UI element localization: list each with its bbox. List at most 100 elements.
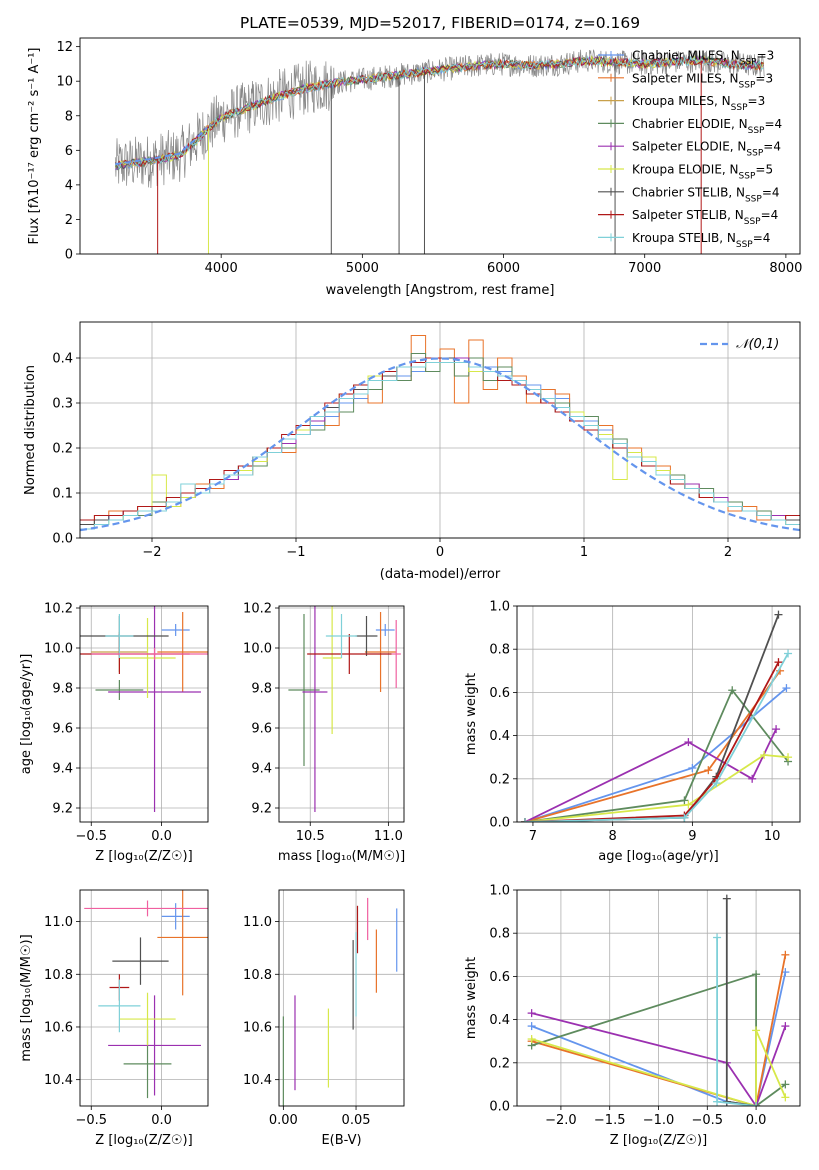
- y-tick-label: 11.0: [44, 915, 73, 930]
- x-tick-label: 0.0: [151, 829, 172, 844]
- age-vs-z-axes: −0.5 0.0 9.2 9.4 9.6 9.8 10.0 10.2 Z [log₁₀(Z/Z☉…: [19, 602, 209, 864]
- spectrum-axes: PLATE=0539, MJD=52017, FIBERID=0174, z=0…: [27, 14, 802, 298]
- subscript: SSP: [736, 240, 753, 250]
- y-tick-label: 8: [65, 109, 73, 124]
- y-tick-label: 10.0: [243, 642, 272, 657]
- y-tick-label: 10.8: [243, 968, 272, 983]
- subscript: SSP: [748, 126, 765, 136]
- weight-lines: [520, 610, 793, 822]
- model-spectrum: [115, 56, 764, 168]
- weight-line: [524, 688, 789, 822]
- text-run: =4: [762, 185, 780, 199]
- axes-frame: [516, 605, 801, 823]
- x-tick-label: 4000: [205, 261, 238, 276]
- histogram-axes: −2 −1 0 1 2 0.0 0.1 0.2 0.3 0.4 (data-model)/error…: [23, 321, 801, 582]
- model-spectrum: [115, 55, 764, 170]
- x-axis-label: age [log₁₀(age/yr)]: [598, 849, 719, 864]
- y-tick-label: 9.4: [52, 762, 73, 777]
- legend-label: Kroupa MILES, NSSP=3: [632, 94, 765, 113]
- weight-lines: [527, 894, 790, 1106]
- x-axis-label: E(B-V): [321, 1133, 361, 1148]
- axes-frame: [79, 605, 209, 823]
- observed-spectrum: [114, 49, 765, 189]
- subscript: SSP: [746, 149, 763, 159]
- y-axis-label: age [log₁₀(age/yr)]: [19, 654, 34, 775]
- x-tick-label: 5000: [346, 261, 379, 276]
- x-axis-label: (data-model)/error: [380, 567, 501, 582]
- y-tick-label: 0.4: [489, 729, 510, 744]
- weight-line: [524, 661, 780, 822]
- y-axis-label: Normed distribution: [23, 365, 38, 495]
- x-tick-label: −2.0: [545, 1113, 577, 1128]
- y-tick-label: 0: [65, 248, 73, 263]
- subscript: SSP: [739, 80, 756, 90]
- errorbars: [282, 897, 398, 1106]
- x-tick-label: 0.0: [151, 1113, 172, 1128]
- x-tick-label: −0.5: [692, 1113, 724, 1128]
- text-run: Kroupa ELODIE, N: [632, 163, 739, 177]
- x-tick-label: 9: [688, 829, 696, 844]
- weight-line: [531, 954, 787, 1106]
- subscript: SSP: [740, 58, 757, 68]
- x-tick-label: 7: [529, 829, 537, 844]
- continuum-dashed: [115, 127, 208, 166]
- y-tick-label: 10.2: [44, 602, 73, 617]
- x-tick-label: 0: [436, 545, 444, 560]
- y-tick-label: 0.6: [489, 686, 510, 701]
- text-run: Kroupa STELIB, N: [632, 231, 736, 245]
- x-tick-label: −1: [286, 545, 305, 560]
- weight-line: [524, 754, 789, 822]
- legend-label: Salpeter STELIB, NSSP=4: [632, 208, 778, 227]
- y-tick-label: 9.6: [251, 722, 272, 737]
- axes-frame: [79, 321, 801, 539]
- weight-line: [524, 614, 780, 822]
- text-run: =5: [755, 163, 773, 177]
- y-tick-label: 10.2: [243, 602, 272, 617]
- subscript: SSP: [745, 194, 762, 204]
- math-text: 𝒩(0,1): [736, 337, 779, 352]
- y-tick-label: 11.0: [243, 915, 272, 930]
- y-tick-label: 0.8: [489, 643, 510, 658]
- y-tick-label: 10.0: [44, 642, 73, 657]
- legend-label: 𝒩(0,1): [736, 337, 779, 352]
- y-tick-label: 2: [65, 213, 73, 228]
- text-run: =3: [748, 94, 766, 108]
- y-tick-label: 6: [65, 144, 73, 159]
- y-tick-label: 9.2: [251, 802, 272, 817]
- y-tick-label: 0.2: [52, 442, 73, 457]
- text-run: Salpeter STELIB, N: [632, 208, 744, 222]
- y-tick-label: 9.8: [52, 682, 73, 697]
- x-axis-label: wavelength [Angstrom, rest frame]: [326, 283, 555, 298]
- y-tick-label: 0.6: [489, 970, 510, 985]
- y-tick-label: 0.4: [52, 352, 73, 367]
- histogram-steps: [80, 335, 800, 532]
- text-run: =4: [763, 140, 781, 154]
- x-axis-label: Z [log₁₀(Z/Z☉)]: [610, 1133, 707, 1148]
- text-run: Kroupa MILES, N: [632, 94, 731, 108]
- y-tick-label: 0.0: [489, 1100, 510, 1115]
- axes-frame: [79, 889, 209, 1107]
- x-tick-label: −0.5: [75, 1113, 107, 1128]
- y-tick-label: 9.6: [52, 722, 73, 737]
- x-tick-label: −1.5: [594, 1113, 626, 1128]
- histogram-series: [80, 362, 800, 530]
- y-tick-label: 0.2: [489, 772, 510, 787]
- errorbars: [84, 890, 208, 1099]
- x-tick-label: 2: [724, 545, 732, 560]
- y-axis-label: Flux [fλ10⁻¹⁷ erg cm⁻² s⁻¹ A⁻¹]: [27, 48, 42, 245]
- text-run: Chabrier STELIB, N: [632, 185, 745, 199]
- text-run: =4: [764, 117, 782, 131]
- y-tick-label: 10.8: [44, 968, 73, 983]
- y-tick-label: 10.6: [44, 1020, 73, 1035]
- legend-label: Chabrier ELODIE, NSSP=4: [632, 117, 782, 136]
- x-tick-label: 1: [580, 545, 588, 560]
- legend-label: Chabrier MILES, NSSP=3: [632, 49, 774, 68]
- legend-label: Kroupa STELIB, NSSP=4: [632, 231, 770, 250]
- y-tick-label: 0.4: [489, 1013, 510, 1028]
- axes-frame: [278, 889, 405, 1107]
- y-tick-label: 9.4: [251, 762, 272, 777]
- y-tick-label: 10.4: [44, 1073, 73, 1088]
- axes-frame: [79, 37, 801, 255]
- y-tick-label: 10.6: [243, 1020, 272, 1035]
